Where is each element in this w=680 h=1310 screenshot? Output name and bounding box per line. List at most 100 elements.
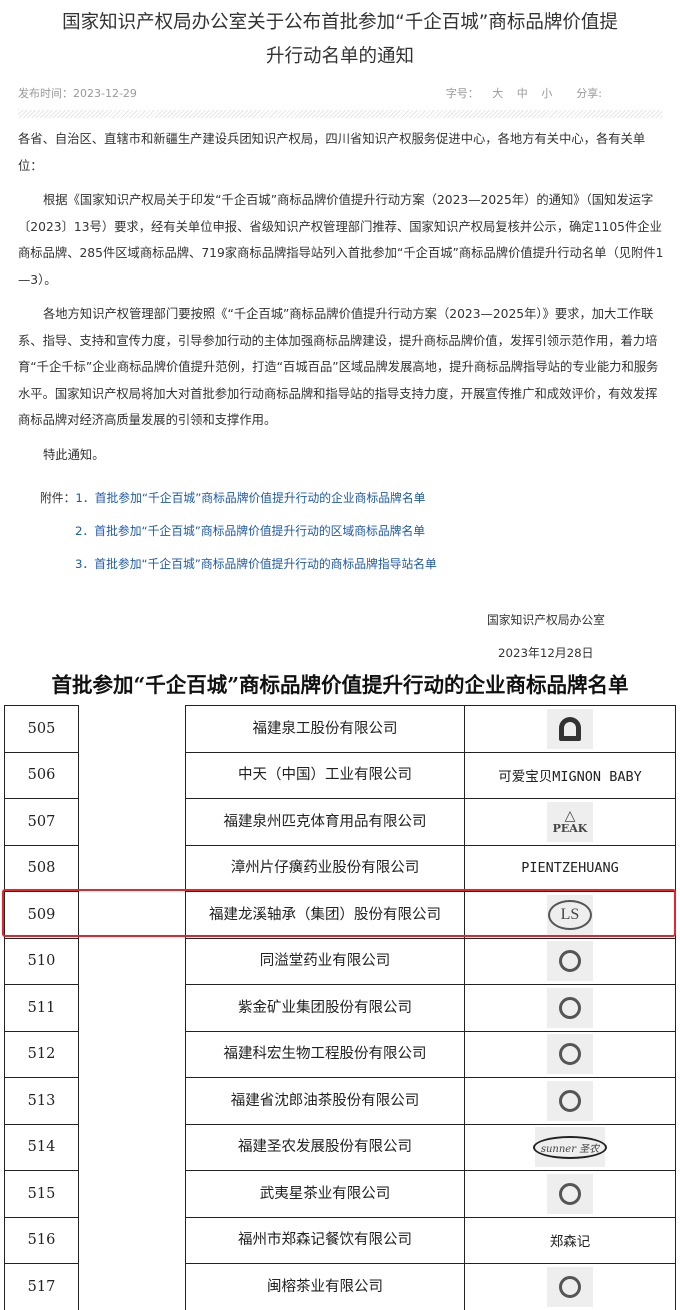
region-cell: [78, 1263, 185, 1310]
region-cell: [78, 1123, 185, 1170]
font-size-large[interactable]: 大: [492, 87, 504, 100]
highlight-box: [2, 889, 676, 937]
brand-logo-icon: [547, 941, 593, 982]
company-name: 福州市郑森记餐饮有限公司: [185, 1216, 464, 1263]
region-cell: [78, 1170, 185, 1217]
region-cell: [78, 751, 185, 798]
article-body: 各省、自治区、直辖市和新疆生产建设兵团知识产权局，四川省知识产权服务促进中心，各…: [18, 126, 666, 661]
table-row: 515 武夷星茶业有限公司: [4, 1170, 676, 1217]
brand-cell: [464, 984, 676, 1031]
table-row: 508 漳州片仔癀药业股份有限公司 PIENTZEHUANG: [4, 844, 676, 891]
divider: [18, 110, 662, 118]
table-row: 505 福建泉工股份有限公司: [4, 705, 676, 752]
company-name: 闽榕茶业有限公司: [185, 1263, 464, 1310]
publish-date: 2023-12-29: [73, 87, 137, 100]
company-name: 福建圣农发展股份有限公司: [185, 1123, 464, 1170]
brand-cell: 可爱宝贝MIGNON BABY: [464, 751, 676, 798]
company-name: 漳州片仔癀药业股份有限公司: [185, 844, 464, 891]
row-number: 506: [4, 751, 78, 798]
row-number: 513: [4, 1077, 78, 1124]
brand-logo-icon: LS: [547, 894, 593, 935]
article-meta: 发布时间： 2023-12-29 字号： 大 中 小 分享:: [18, 86, 662, 102]
font-size-medium[interactable]: 中: [516, 87, 528, 100]
company-name: 福建泉州匹克体育用品有限公司: [185, 798, 464, 845]
article-title: 国家知识产权局办公室关于公布首批参加“千企百城”商标品牌价值提升行动名单的通知: [62, 12, 618, 67]
table-row: 507 福建泉州匹克体育用品有限公司 △ PEAK: [4, 798, 676, 845]
row-number: 517: [4, 1263, 78, 1310]
brand-text: 郑森记: [549, 1234, 591, 1251]
company-name: 福建科宏生物工程股份有限公司: [185, 1030, 464, 1077]
brand-cell: [464, 1170, 676, 1217]
company-name: 紫金矿业集团股份有限公司: [185, 984, 464, 1031]
table-row: 514 福建圣农发展股份有限公司 sunner 圣农: [4, 1123, 676, 1170]
region-cell: [78, 798, 185, 845]
list-title: 首批参加“千企百城”商标品牌价值提升行动的企业商标品牌名单: [51, 673, 629, 697]
table-row: 517 闽榕茶业有限公司: [4, 1263, 676, 1310]
attachment-3: 3．首批参加“千企百城”商标品牌价值提升行动的商标品牌指导站名单: [40, 556, 666, 572]
row-number: 507: [4, 798, 78, 845]
row-number: 505: [4, 705, 78, 752]
brand-logo-icon: sunner 圣农: [532, 1127, 608, 1168]
table-row: 509 福建龙溪轴承（集团）股份有限公司 LS: [4, 891, 676, 938]
attachment-link-1[interactable]: 1．首批参加“千企百城”商标品牌价值提升行动的企业商标品牌名单: [75, 491, 426, 505]
brand-cell: [464, 937, 676, 984]
brand-cell: △ PEAK: [464, 798, 676, 845]
font-size-small[interactable]: 小: [541, 87, 553, 100]
company-name: 福建龙溪轴承（集团）股份有限公司: [185, 891, 464, 938]
attachments: 附件：1．首批参加“千企百城”商标品牌价值提升行动的企业商标品牌名单 2．首批参…: [40, 490, 666, 572]
company-name: 中天（中国）工业有限公司: [185, 751, 464, 798]
font-size-label: 字号：: [445, 87, 479, 100]
table-row: 513 福建省沈郎油茶股份有限公司: [4, 1077, 676, 1124]
brand-cell: [464, 1263, 676, 1310]
company-name: 同溢堂药业有限公司: [185, 937, 464, 984]
brand-table: 505 福建泉工股份有限公司 506 中天（中国）工业有限公司 可爱宝贝MIGN…: [4, 705, 676, 1310]
brand-cell: PIENTZEHUANG: [464, 844, 676, 891]
sign-date: 2023年12月28日: [498, 646, 594, 660]
brand-logo-icon: [547, 1034, 593, 1075]
brand-logo-icon: [547, 987, 593, 1028]
region-cell: [78, 705, 185, 752]
table-row: 510 同溢堂药业有限公司: [4, 937, 676, 984]
row-number: 512: [4, 1030, 78, 1077]
brand-logo-icon: [547, 1173, 593, 1214]
company-name: 福建泉工股份有限公司: [185, 705, 464, 752]
table-row: 511 紫金矿业集团股份有限公司: [4, 984, 676, 1031]
attachment-link-3[interactable]: 3．首批参加“千企百城”商标品牌价值提升行动的商标品牌指导站名单: [75, 557, 437, 571]
brand-cell: [464, 705, 676, 752]
attachment-link-2[interactable]: 2．首批参加“千企百城”商标品牌价值提升行动的区域商标品牌名单: [75, 524, 426, 538]
region-cell: [78, 891, 185, 938]
paragraph-3: 特此通知。: [43, 447, 105, 462]
row-number: 510: [4, 937, 78, 984]
brand-text: PIENTZEHUANG: [521, 860, 619, 877]
brand-cell: 郑森记: [464, 1216, 676, 1263]
paragraph-1: 根据《国家知识产权局关于印发“千企百城”商标品牌价值提升行动方案（2023—20…: [18, 193, 664, 287]
table-row: 506 中天（中国）工业有限公司 可爱宝贝MIGNON BABY: [4, 751, 676, 798]
row-number: 511: [4, 984, 78, 1031]
share-label[interactable]: 分享:: [576, 87, 602, 100]
brand-logo-icon: [547, 1266, 593, 1307]
row-number: 508: [4, 844, 78, 891]
paragraph-2: 各地方知识产权管理部门要按照《“千企百城”商标品牌价值提升行动方案（2023—2…: [18, 307, 659, 427]
region-cell: [78, 844, 185, 891]
row-number: 509: [4, 891, 78, 938]
row-number: 514: [4, 1123, 78, 1170]
region-cell: [78, 1030, 185, 1077]
table-row: 512 福建科宏生物工程股份有限公司: [4, 1030, 676, 1077]
font-size-controls: 字号： 大 中 小: [446, 86, 553, 102]
brand-logo-icon: [547, 708, 593, 749]
publish-label: 发布时间：: [18, 87, 73, 100]
brand-logo-icon: △ PEAK: [547, 801, 593, 842]
row-number: 516: [4, 1216, 78, 1263]
salutation: 各省、自治区、直辖市和新疆生产建设兵团知识产权局，四川省知识产权服务促进中心，各…: [18, 132, 646, 173]
row-number: 515: [4, 1170, 78, 1217]
company-name: 福建省沈郎油茶股份有限公司: [185, 1077, 464, 1124]
brand-cell: [464, 1030, 676, 1077]
region-cell: [78, 1216, 185, 1263]
attachment-2: 2．首批参加“千企百城”商标品牌价值提升行动的区域商标品牌名单: [40, 523, 666, 539]
company-name: 武夷星茶业有限公司: [185, 1170, 464, 1217]
region-cell: [78, 937, 185, 984]
attachment-1: 附件：1．首批参加“千企百城”商标品牌价值提升行动的企业商标品牌名单: [40, 490, 666, 506]
table-row: 516 福州市郑森记餐饮有限公司 郑森记: [4, 1216, 676, 1263]
brand-cell: [464, 1077, 676, 1124]
brand-cell: sunner 圣农: [464, 1123, 676, 1170]
